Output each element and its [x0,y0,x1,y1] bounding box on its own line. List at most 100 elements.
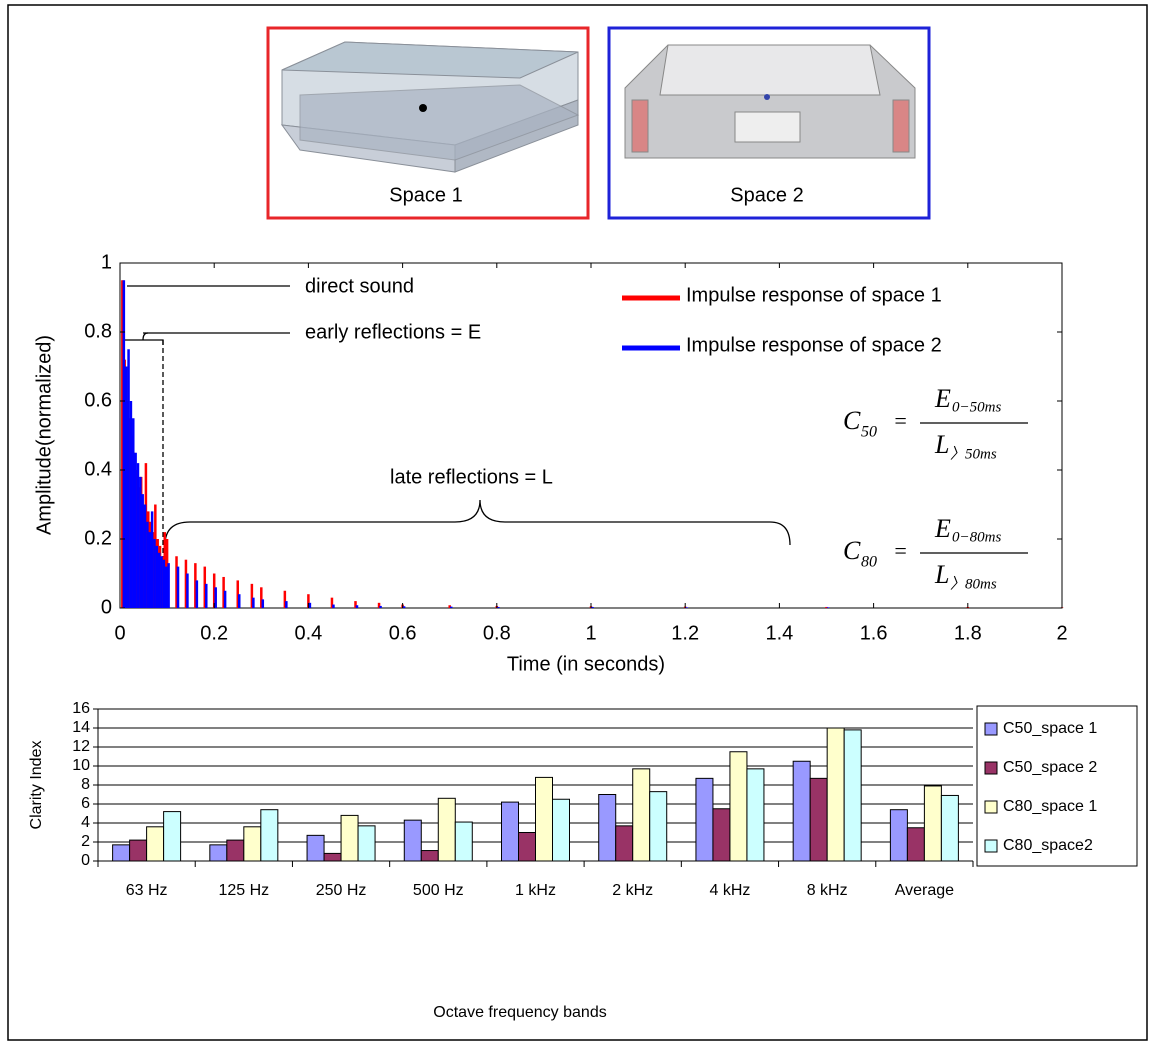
y-tick-label: 1 [101,251,112,273]
formula-denominator: L [934,430,949,459]
bar [890,810,907,861]
panel-label: Space 1 [389,184,462,206]
bar [599,795,616,862]
legend-swatch [985,840,997,852]
bar [113,845,130,861]
bar [536,777,553,861]
formula-numerator: E [934,384,951,413]
legend-label: Impulse response of space 2 [686,334,942,356]
y-tick-label: 0.6 [84,389,112,411]
x-tick-label: 1.6 [860,622,888,644]
bar [616,826,633,861]
bar [261,810,278,861]
legend-swatch [985,801,997,813]
legend-label: C50_space 2 [1003,759,1097,776]
formula-subscript: 50 [861,424,877,441]
y-axis-label: Clarity Index [28,741,45,830]
x-tick-label: 1 kHz [515,882,556,899]
bar [553,799,570,861]
formula-operator: = [893,538,908,563]
x-tick-label: 1 [585,622,596,644]
bar [907,828,924,861]
legend-label: Impulse response of space 1 [686,284,942,306]
formula-denominator-sub: 〉80ms [950,575,997,592]
bar [130,840,147,861]
bar [358,826,375,861]
bar [341,815,358,861]
bar [827,728,844,861]
y-tick-label: 4 [81,814,90,831]
x-tick-label: 0.6 [389,622,417,644]
bar [164,812,181,861]
panel-label: Space 2 [730,184,803,206]
formula-subscript: 80 [861,554,877,571]
bar [924,786,941,861]
y-tick-label: 0.4 [84,458,112,480]
y-tick-label: 0 [81,852,90,869]
y-tick-label: 6 [81,795,90,812]
x-tick-label: 1.8 [954,622,982,644]
x-tick-label: 0.4 [294,622,322,644]
bar [747,769,764,861]
formula-numerator-sub: 0−80ms [952,529,1001,545]
annotation: late reflections = L [390,466,553,488]
x-tick-label: 1.4 [765,622,793,644]
x-tick-label: 2 kHz [612,882,653,899]
y-tick-label: 2 [81,833,90,850]
plot-frame [120,263,1062,608]
bar [696,778,713,861]
x-tick-label: 63 Hz [126,882,168,899]
y-axis-label: Amplitude(normalized) [33,335,55,535]
x-tick-label: 0.8 [483,622,511,644]
formula-operator: = [893,408,908,433]
x-tick-label: 2 [1056,622,1067,644]
bar [421,851,438,861]
bar [227,840,244,861]
bar [502,802,519,861]
formula-symbol: C [843,536,861,565]
y-tick-label: 0.2 [84,527,112,549]
bar [307,835,324,861]
annotation: early reflections = E [305,321,481,343]
bar [404,820,421,861]
bar [730,752,747,861]
x-axis-label: Octave frequency bands [433,1004,606,1021]
x-tick-label: 4 kHz [709,882,750,899]
x-tick-label: 500 Hz [413,882,464,899]
bar [713,809,730,861]
legend-swatch [985,762,997,774]
legend-swatch [985,723,997,735]
y-tick-label: 12 [72,738,90,755]
legend-label: C80_space2 [1003,837,1093,854]
bar [438,798,455,861]
bar [941,795,958,861]
bar [519,833,536,862]
x-tick-label: 8 kHz [807,882,848,899]
y-tick-label: 0.8 [84,320,112,342]
legend-label: C50_space 1 [1003,720,1097,737]
y-tick-label: 16 [72,700,90,717]
x-tick-label: 1.2 [671,622,699,644]
y-tick-label: 14 [72,719,90,736]
y-tick-label: 10 [72,757,90,774]
space-2-render [625,45,915,158]
bar [210,845,227,861]
x-tick-label: 0 [114,622,125,644]
x-axis-label: Time (in seconds) [507,653,665,675]
space-1-render [282,42,578,172]
legend-label: C80_space 1 [1003,798,1097,815]
annotation: direct sound [305,275,414,297]
bar [324,853,341,861]
x-tick-label: 0.2 [200,622,228,644]
formula-numerator: E [934,514,951,543]
bar [650,792,667,861]
bar [455,822,472,861]
bar [244,827,261,861]
formula-denominator-sub: 〉50ms [950,445,997,462]
y-tick-label: 8 [81,776,90,793]
y-tick-label: 0 [101,596,112,618]
x-tick-label: 125 Hz [218,882,269,899]
x-tick-label: 250 Hz [316,882,367,899]
x-tick-label: Average [895,882,954,899]
figure: Space 1 Space 2 0 0.2 0.4 0.6 0.8 1 1.2 1.4 1.6 1.8… [0,0,1154,1047]
